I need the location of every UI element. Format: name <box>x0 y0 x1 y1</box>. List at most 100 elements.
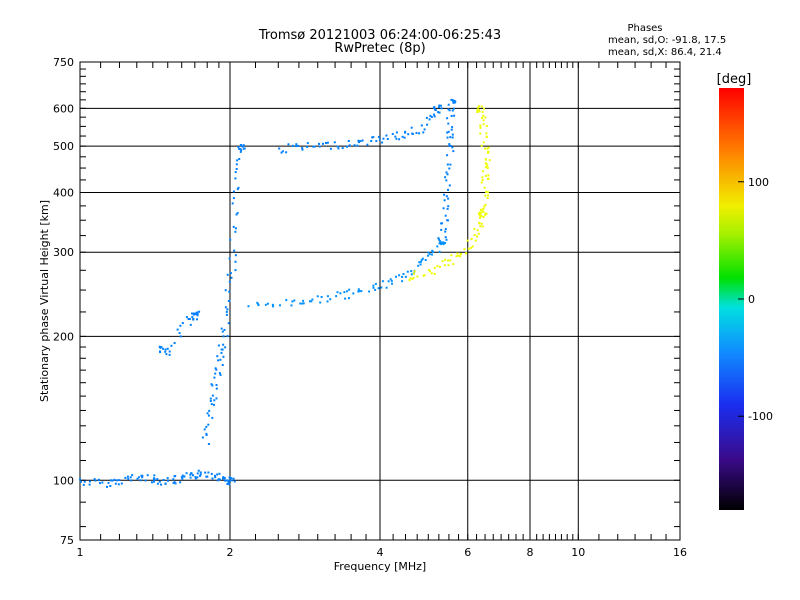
data-point <box>306 145 309 148</box>
data-point <box>93 478 96 481</box>
data-point <box>359 140 362 143</box>
data-point <box>194 313 197 316</box>
data-point <box>346 145 348 148</box>
data-point <box>201 436 204 439</box>
data-point <box>436 265 439 268</box>
data-point <box>118 479 121 482</box>
data-point <box>319 301 322 304</box>
data-point <box>478 222 481 225</box>
data-point <box>208 409 211 412</box>
data-point <box>117 483 120 486</box>
y-axis-label: Stationary phase Virtual Height [km] <box>38 200 51 402</box>
x-tick-label: 2 <box>227 546 234 559</box>
data-point <box>434 109 437 112</box>
data-point <box>410 270 413 273</box>
data-point <box>418 132 421 135</box>
data-point <box>479 132 482 135</box>
data-point <box>374 282 377 285</box>
data-point <box>447 264 450 267</box>
data-point <box>278 147 281 150</box>
data-point <box>452 263 455 266</box>
data-point <box>401 135 404 138</box>
data-point <box>232 197 235 200</box>
data-point <box>174 475 177 477</box>
data-point <box>179 335 182 338</box>
data-point <box>487 150 490 153</box>
data-point <box>229 272 232 275</box>
data-point <box>446 173 449 176</box>
data-point <box>357 290 360 293</box>
data-point <box>357 139 360 142</box>
data-point <box>450 98 453 101</box>
data-point <box>310 300 313 303</box>
data-point <box>111 479 114 482</box>
data-point <box>473 234 476 236</box>
data-point <box>412 272 415 275</box>
data-point <box>377 135 380 138</box>
data-point <box>109 485 112 487</box>
data-point <box>480 222 483 225</box>
data-point <box>239 150 242 153</box>
data-point <box>153 480 155 483</box>
data-point <box>444 241 447 244</box>
data-point <box>410 273 413 276</box>
data-point <box>482 216 485 218</box>
data-point <box>438 104 441 107</box>
y-tick-label: 750 <box>53 56 74 69</box>
data-point <box>485 212 488 215</box>
data-point <box>479 126 482 129</box>
data-point <box>126 475 129 478</box>
data-point <box>153 474 156 477</box>
data-point <box>444 176 447 179</box>
data-point <box>326 141 329 144</box>
data-point <box>192 474 194 477</box>
y-tick-label: 300 <box>53 246 74 259</box>
data-point <box>420 260 422 263</box>
data-point <box>440 228 443 231</box>
data-point <box>216 355 219 358</box>
data-point <box>220 351 223 354</box>
data-point <box>448 109 451 112</box>
data-point <box>207 443 210 445</box>
data-point <box>336 291 339 294</box>
data-point <box>204 471 207 474</box>
data-point <box>438 250 441 253</box>
data-point <box>88 483 91 486</box>
data-point <box>451 99 454 102</box>
data-point <box>348 144 351 147</box>
data-point <box>302 302 305 305</box>
data-point <box>446 163 449 166</box>
data-point <box>325 142 327 144</box>
data-point <box>470 246 473 249</box>
data-point <box>374 288 377 291</box>
data-point <box>313 145 316 148</box>
data-point <box>460 253 462 255</box>
data-point <box>344 297 347 300</box>
data-point <box>226 273 229 276</box>
data-point <box>408 279 411 282</box>
data-point <box>395 275 397 278</box>
data-point <box>485 125 488 127</box>
data-point <box>98 478 100 481</box>
data-point <box>486 165 489 168</box>
data-point <box>447 130 450 133</box>
data-point <box>336 145 339 148</box>
data-point <box>451 136 454 139</box>
data-point <box>158 480 161 483</box>
grid <box>80 62 680 540</box>
data-point <box>141 476 144 479</box>
data-point <box>358 290 361 293</box>
data-point <box>196 476 199 479</box>
data-point <box>79 480 82 483</box>
data-point <box>153 477 156 480</box>
data-point <box>424 259 427 261</box>
data-point <box>222 477 224 480</box>
data-point <box>223 477 226 480</box>
data-point <box>285 299 288 302</box>
data-point <box>230 276 233 279</box>
data-point <box>352 292 355 295</box>
data-point <box>329 147 332 150</box>
data-point <box>187 318 190 320</box>
data-point <box>322 142 324 145</box>
data-point <box>381 141 384 144</box>
